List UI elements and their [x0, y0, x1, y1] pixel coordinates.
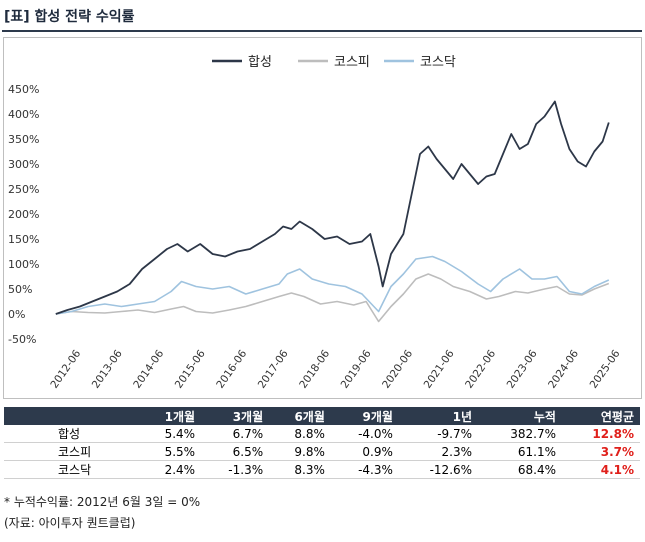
table-cell: 8.3%: [269, 460, 331, 479]
table-header-cell: 9개월: [330, 407, 399, 425]
table-header-cell: 연평균: [561, 407, 640, 425]
series-line-kospi: [55, 273, 610, 323]
row-label: 합성: [4, 425, 140, 443]
y-tick-label: 250%: [8, 183, 39, 196]
legend-label: 코스피: [334, 55, 370, 70]
source-note: (자료: 아이투자 퀀트클럽): [4, 516, 136, 530]
y-tick-label: 200%: [8, 208, 39, 221]
table-row: 코스닥 2.4% -1.3% 8.3% -4.3% -12.6% 68.4% 4…: [4, 460, 640, 479]
table-header-row: 1개월 3개월 6개월 9개월 1년 누적 연평균: [4, 407, 640, 425]
table-cell: -12.6%: [398, 460, 479, 479]
table-header-cell: 6개월: [269, 407, 331, 425]
x-tick-label: 2020-06: [380, 348, 415, 391]
table-cell: 9.8%: [269, 442, 331, 461]
y-tick-label: 150%: [8, 233, 39, 246]
table-cell: 6.5%: [201, 442, 270, 461]
x-tick-label: 2018-06: [297, 348, 332, 391]
series-line-composite: [55, 100, 610, 315]
y-tick-label: 0%: [8, 308, 25, 321]
table-cell: 5.4%: [139, 425, 202, 443]
table-cell: 61.1%: [478, 442, 562, 461]
table-cell: 68.4%: [478, 460, 562, 479]
table-cell: 2.4%: [139, 460, 202, 479]
table-cell: 382.7%: [478, 425, 562, 443]
table-header-cell: 3개월: [201, 407, 270, 425]
returns-table: 1개월 3개월 6개월 9개월 1년 누적 연평균 합성 5.4% 6.7% 8…: [4, 407, 640, 479]
chart-frame: [3, 37, 642, 399]
x-tick-label: 2021-06: [422, 348, 457, 391]
legend-label: 합성: [248, 55, 272, 70]
annual-average-cell: 3.7%: [561, 442, 640, 461]
x-tick-label: 2016-06: [214, 348, 249, 391]
table-header-cell: 1년: [398, 407, 479, 425]
annual-average-cell: 4.1%: [561, 460, 640, 479]
table-header-cell: 누적: [478, 407, 562, 425]
x-tick-label: 2022-06: [463, 348, 498, 391]
title-rule: [2, 30, 642, 32]
y-tick-label: 50%: [8, 283, 32, 296]
x-tick-label: 2025-06: [588, 348, 623, 391]
y-tick-label: 400%: [8, 108, 39, 121]
x-tick-label: 2013-06: [90, 348, 125, 391]
x-tick-label: 2017-06: [256, 348, 291, 391]
table-cell: -4.0%: [330, 425, 399, 443]
x-tick-label: 2014-06: [131, 348, 166, 391]
annual-average-cell: 12.8%: [561, 425, 640, 443]
table-cell: -4.3%: [330, 460, 399, 479]
series-line-kosdaq: [55, 255, 610, 315]
y-tick-label: 350%: [8, 133, 39, 146]
returns-line-chart: 450% 400% 350% 300% 250% 200% 150% 100% 50% 0% -50…: [8, 55, 623, 391]
table-cell: 5.5%: [139, 442, 202, 461]
page-title: [표] 합성 전략 수익률: [4, 9, 135, 25]
x-tick-label: 2024-06: [546, 348, 581, 391]
x-tick-label: 2015-06: [173, 348, 208, 391]
table-row: 코스피 5.5% 6.5% 9.8% 0.9% 2.3% 61.1% 3.7%: [4, 442, 640, 461]
legend-label: 코스닥: [420, 55, 456, 70]
row-label: 코스닥: [4, 460, 140, 479]
x-tick-label: 2019-06: [339, 348, 374, 391]
y-tick-label: -50%: [8, 333, 36, 346]
table-cell: -1.3%: [201, 460, 270, 479]
row-label: 코스피: [4, 442, 140, 461]
y-tick-label: 300%: [8, 158, 39, 171]
cumulative-note: * 누적수익률: 2012년 6월 3일 = 0%: [4, 495, 201, 509]
table-header-cell: [4, 407, 140, 425]
x-tick-label: 2012-06: [48, 348, 83, 391]
y-tick-label: 100%: [8, 258, 39, 271]
x-tick-label: 2023-06: [505, 348, 540, 391]
table-cell: 0.9%: [330, 442, 399, 461]
y-tick-label: 450%: [8, 83, 39, 96]
table-cell: 6.7%: [201, 425, 270, 443]
table-row: 합성 5.4% 6.7% 8.8% -4.0% -9.7% 382.7% 12.…: [4, 425, 640, 443]
table-cell: 8.8%: [269, 425, 331, 443]
table-cell: 2.3%: [398, 442, 479, 461]
table-cell: -9.7%: [398, 425, 479, 443]
table-header-cell: 1개월: [139, 407, 202, 425]
